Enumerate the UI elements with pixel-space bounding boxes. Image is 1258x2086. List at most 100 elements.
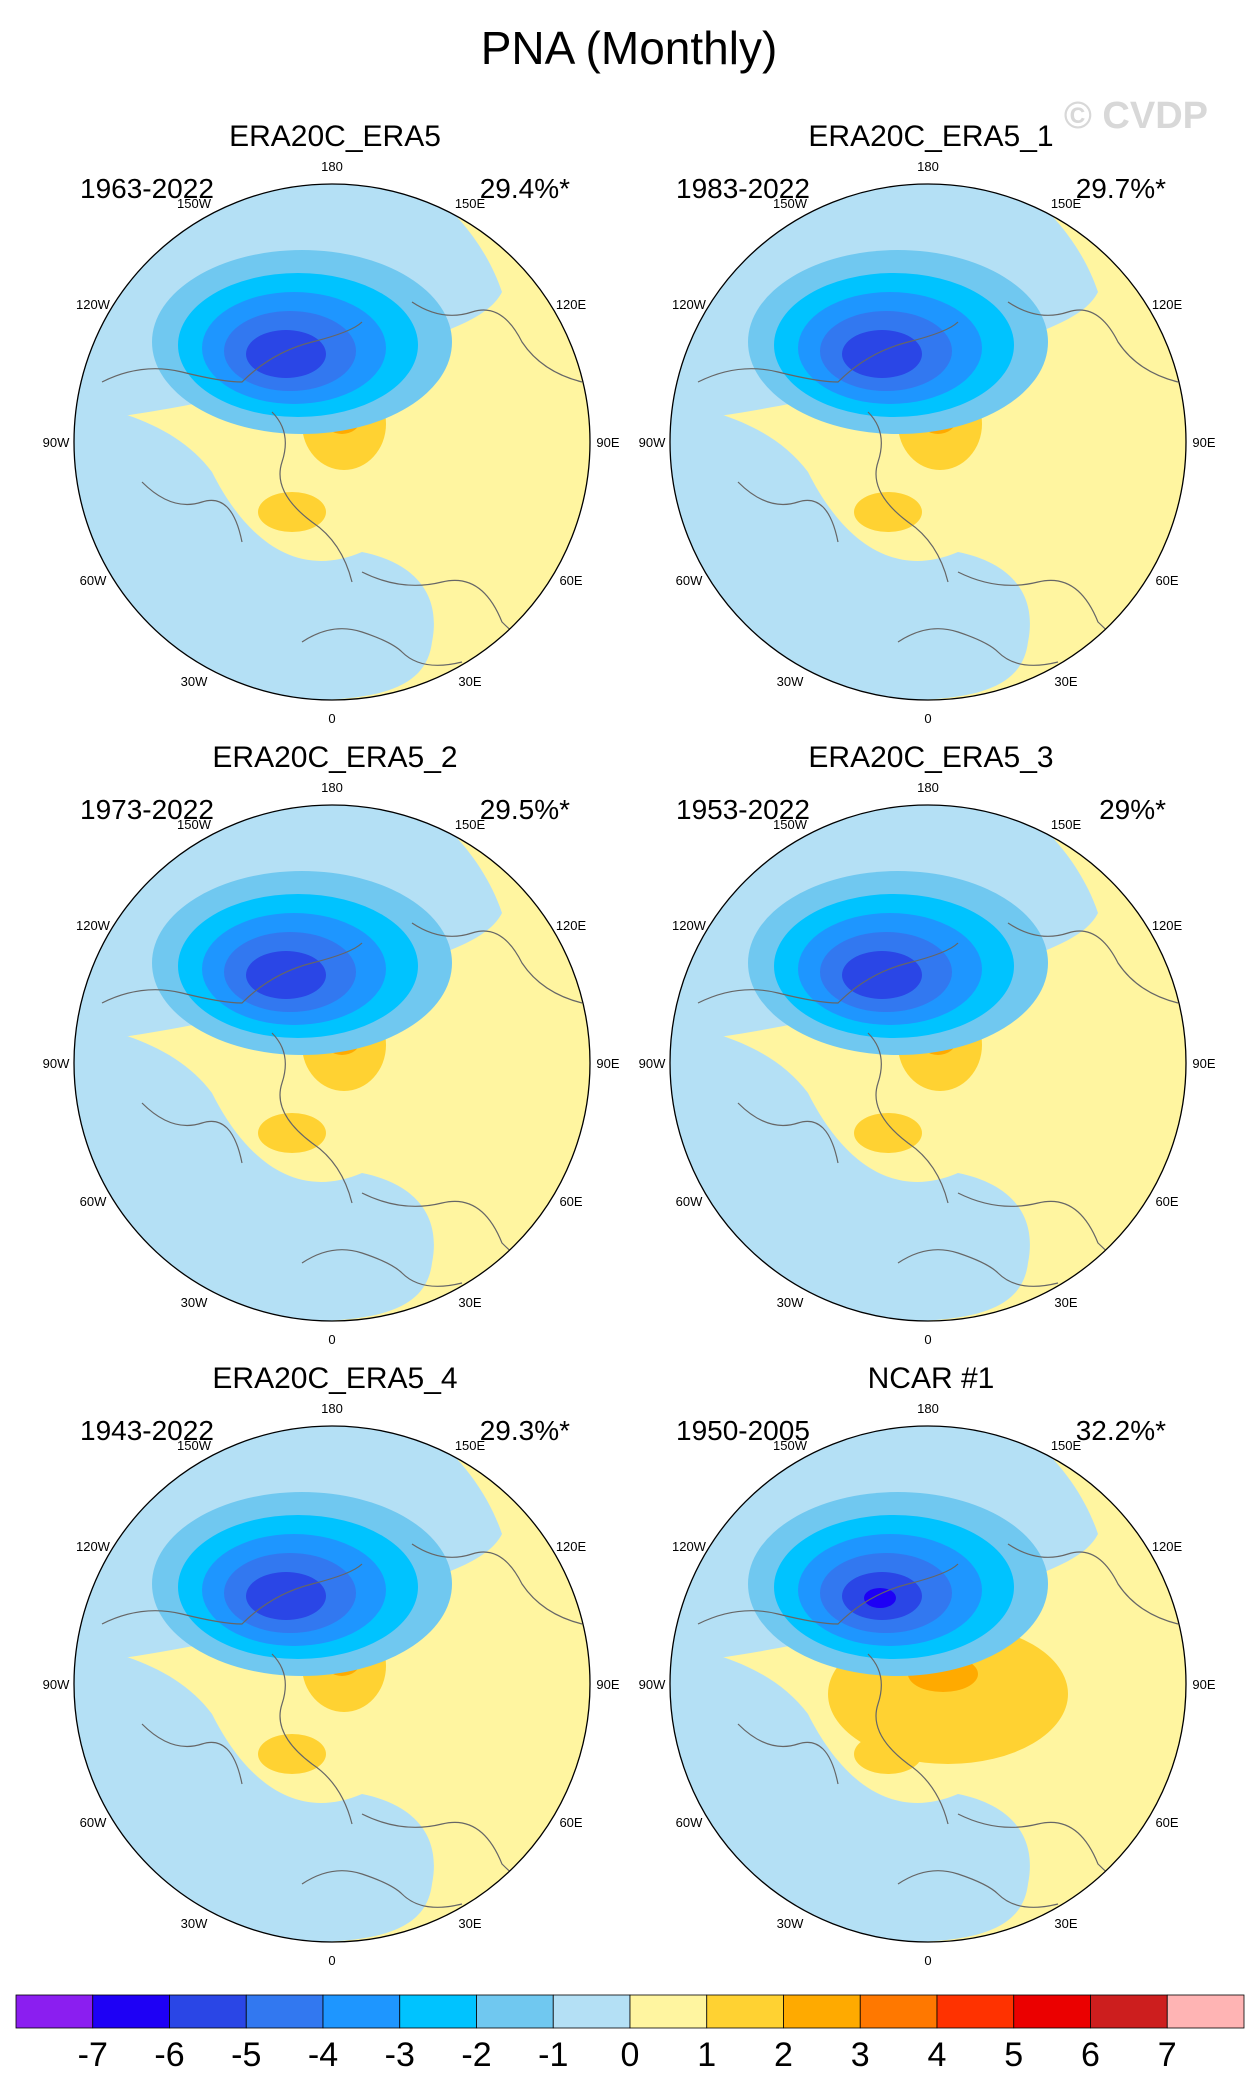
- longitude-label: 30W: [181, 1916, 208, 1931]
- longitude-label: 120W: [76, 918, 111, 933]
- colorbar: -7 -6 -5 -4 -3 -2 -1 0 1 2 3 4 5 6 7: [15, 1994, 1245, 2074]
- panel-variance-explained: 29%*: [1099, 794, 1166, 825]
- coastline: [411, 1543, 583, 1625]
- colorbar-swatch: [629, 1994, 708, 2029]
- longitude-label: 0: [924, 711, 931, 726]
- positive-center-southeast: [854, 492, 922, 532]
- coastline: [411, 922, 583, 1004]
- colorbar-swatch: [1166, 1994, 1245, 2029]
- colorbar-swatch: [859, 1994, 938, 2029]
- coastline: [867, 1032, 949, 1204]
- coastline: [897, 628, 1059, 666]
- panels: ERA20C_ERA5 1963-2022 29.4%* 180 150E 120E 90E…: [43, 120, 1216, 1968]
- longitude-label: 30W: [777, 1916, 804, 1931]
- colorbar-swatch: [92, 1994, 170, 2029]
- panel-period: 1943-2022: [80, 1415, 214, 1446]
- longitude-label: 60E: [1155, 1194, 1178, 1209]
- pattern-field: [74, 1426, 590, 1942]
- panel-title: ERA20C_ERA5_3: [808, 741, 1053, 774]
- longitude-label: 180: [917, 780, 939, 795]
- coastline: [301, 1870, 463, 1908]
- colorbar-swatch: [399, 1994, 477, 2029]
- colorbar-label: 4: [928, 2036, 947, 2074]
- coastline: [101, 321, 363, 383]
- map-frame: [669, 1425, 1187, 1943]
- negative-region-atlantic: [670, 402, 1030, 700]
- map-frame: [669, 804, 1187, 1322]
- negative-region-atlantic: [670, 1644, 1030, 1942]
- longitude-label: 30E: [458, 1916, 481, 1931]
- longitude-label: 60E: [559, 573, 582, 588]
- longitude-label: 120W: [76, 297, 111, 312]
- longitude-label: 0: [328, 1953, 335, 1968]
- longitude-label: 180: [917, 1401, 939, 1416]
- longitude-label: 0: [328, 711, 335, 726]
- coastline: [141, 1723, 243, 1785]
- longitude-label: 120W: [672, 297, 707, 312]
- longitude-label: 90W: [639, 435, 666, 450]
- positive-center-southeast: [258, 1113, 326, 1153]
- map-panel: ERA20C_ERA5 1963-2022 29.4%* 180 150E 120E 90E…: [43, 120, 620, 726]
- longitude-label: 30W: [777, 674, 804, 689]
- coastline: [141, 481, 243, 543]
- coastline: [897, 1870, 1059, 1908]
- panel-period: 1950-2005: [676, 1415, 810, 1446]
- longitude-label: 90W: [639, 1056, 666, 1071]
- coastline: [737, 481, 839, 543]
- coastline: [101, 942, 363, 1004]
- longitude-label: 30E: [1054, 1916, 1077, 1931]
- coastline: [737, 1102, 839, 1164]
- longitude-label: 60E: [1155, 1815, 1178, 1830]
- longitude-label: 60E: [559, 1194, 582, 1209]
- colorbar-swatch: [15, 1994, 94, 2029]
- colorbar-swatch: [1013, 1994, 1091, 2029]
- coastline: [301, 1249, 463, 1287]
- colorbar-swatch: [169, 1994, 247, 2029]
- longitude-label: 150W: [177, 1438, 212, 1453]
- colorbar-label: -4: [308, 2036, 338, 2074]
- colorbar-label: 3: [851, 2036, 870, 2074]
- longitude-label: 30W: [181, 1295, 208, 1310]
- colorbar-label: 1: [697, 2036, 716, 2074]
- longitude-label: 120E: [1152, 297, 1183, 312]
- longitude-label: 150E: [1051, 196, 1082, 211]
- coastline: [141, 1102, 243, 1164]
- coastline: [411, 301, 583, 383]
- longitude-label: 30W: [777, 1295, 804, 1310]
- coastline: [271, 1032, 353, 1204]
- longitude-label: 60W: [80, 1194, 107, 1209]
- coastline: [301, 628, 463, 666]
- pattern-field: [670, 184, 1186, 700]
- coastline: [1007, 1543, 1179, 1625]
- longitude-label: 120W: [672, 918, 707, 933]
- longitude-label: 120W: [672, 1539, 707, 1554]
- pattern-field: [670, 1426, 1186, 1942]
- negative-region-atlantic: [74, 1023, 434, 1321]
- longitude-label: 90W: [43, 435, 70, 450]
- negative-contour-ring: [842, 330, 922, 378]
- coastline: [697, 1563, 959, 1625]
- longitude-label: 180: [917, 159, 939, 174]
- longitude-label: 60E: [559, 1815, 582, 1830]
- longitude-label: 150W: [773, 817, 808, 832]
- coastline: [867, 411, 949, 583]
- cvdp-watermark: © CVDP: [1064, 95, 1208, 137]
- colorbar-swatch: [476, 1994, 554, 2029]
- negative-contour-ring: [246, 951, 326, 999]
- map-panel: NCAR #1 1950-2005 32.2%* 180 150E 120E 90E 60E 3…: [639, 1362, 1216, 1968]
- longitude-label: 90E: [596, 1056, 619, 1071]
- coastline: [271, 1653, 353, 1825]
- panel-variance-explained: 29.7%*: [1076, 173, 1166, 204]
- positive-center-southeast: [258, 1734, 326, 1774]
- panel-title: ERA20C_ERA5: [229, 120, 441, 153]
- negative-contour-ring: [246, 1572, 326, 1620]
- map-frame: [73, 1425, 591, 1943]
- map-frame: [73, 804, 591, 1322]
- negative-contour-ring: [842, 951, 922, 999]
- longitude-label: 30W: [181, 674, 208, 689]
- colorbar-label: -2: [461, 2036, 491, 2074]
- longitude-label: 150W: [773, 196, 808, 211]
- longitude-label: 180: [321, 1401, 343, 1416]
- panel-variance-explained: 29.5%*: [480, 794, 570, 825]
